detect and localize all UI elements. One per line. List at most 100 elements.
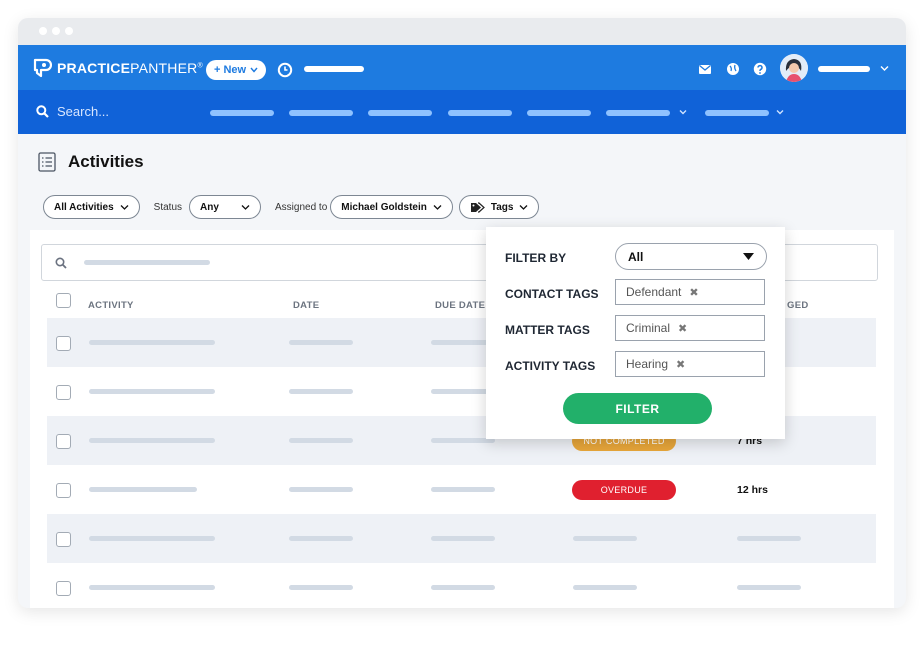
- assigned-to-value: Michael Goldstein: [341, 201, 427, 213]
- activity-tags-label: ACTIVITY TAGS: [505, 359, 596, 373]
- status-badge-overdue: OVERDUE: [572, 480, 676, 500]
- logged-hours: 12 hrs: [737, 484, 768, 496]
- logo-text-bold: PRACTICE: [57, 60, 131, 76]
- chevron-down-icon: [433, 204, 442, 210]
- globe-icon[interactable]: [726, 62, 740, 76]
- placeholder-bar: [431, 438, 495, 443]
- placeholder-bar: [431, 340, 495, 345]
- avatar[interactable]: [780, 54, 808, 82]
- placeholder-bar: [289, 487, 353, 492]
- status-label: Status: [153, 201, 183, 213]
- chevron-down-icon: [241, 204, 250, 210]
- nav-item[interactable]: [527, 110, 591, 116]
- placeholder-bar: [89, 487, 197, 492]
- help-icon[interactable]: [753, 62, 767, 76]
- table-row[interactable]: [47, 367, 876, 416]
- nav-item[interactable]: [210, 110, 274, 116]
- assigned-to-label: Assigned to: [275, 201, 328, 213]
- placeholder-bar: [289, 438, 353, 443]
- row-checkbox[interactable]: [56, 434, 71, 449]
- remove-tag-icon[interactable]: ✖: [676, 358, 686, 371]
- placeholder-bar: [431, 389, 495, 394]
- clock-icon[interactable]: [277, 62, 293, 78]
- placeholder-bar: [289, 389, 353, 394]
- placeholder-bar: [89, 389, 215, 394]
- global-search[interactable]: Search...: [36, 104, 109, 119]
- placeholder-bar: [289, 585, 353, 590]
- activity-tags-input[interactable]: Hearing ✖: [615, 351, 765, 377]
- contact-tag-value: Defendant: [626, 285, 682, 299]
- nav-bar: Search...: [18, 90, 906, 134]
- search-placeholder-bar: [84, 260, 210, 265]
- placeholder-bar: [737, 536, 801, 541]
- mail-icon[interactable]: [698, 62, 712, 76]
- placeholder-bar: [431, 487, 495, 492]
- select-all-checkbox[interactable]: [56, 293, 71, 308]
- row-checkbox[interactable]: [56, 336, 71, 351]
- user-avatar-icon: [780, 54, 808, 82]
- contact-tags-input[interactable]: Defendant ✖: [615, 279, 765, 305]
- window-dot: [39, 27, 47, 35]
- status-dropdown[interactable]: Any: [189, 195, 262, 219]
- chevron-down-icon: [250, 67, 258, 73]
- user-name-placeholder[interactable]: [818, 66, 870, 72]
- search-icon: [36, 105, 49, 118]
- top-bar: PRACTICEPANTHER® + New: [18, 45, 906, 90]
- placeholder-bar: [737, 585, 801, 590]
- window-chrome: [18, 18, 906, 45]
- placeholder-bar: [431, 585, 495, 590]
- assigned-to-dropdown[interactable]: Michael Goldstein: [330, 195, 453, 219]
- remove-tag-icon[interactable]: ✖: [678, 322, 688, 335]
- chevron-down-icon[interactable]: [775, 107, 785, 117]
- placeholder-bar: [431, 536, 495, 541]
- filter-by-select[interactable]: All: [615, 243, 767, 270]
- chevron-down-icon[interactable]: [678, 107, 688, 117]
- table-row[interactable]: [47, 563, 876, 608]
- row-checkbox[interactable]: [56, 532, 71, 547]
- nav-item[interactable]: [368, 110, 432, 116]
- logo[interactable]: PRACTICEPANTHER®: [32, 57, 203, 79]
- row-checkbox[interactable]: [56, 385, 71, 400]
- nav-item[interactable]: [448, 110, 512, 116]
- all-activities-label: All Activities: [54, 201, 114, 213]
- new-button-label: + New: [214, 64, 247, 76]
- column-header-due-date[interactable]: DUE DATE: [435, 300, 486, 311]
- caret-down-icon: [743, 253, 754, 260]
- placeholder-bar: [89, 585, 215, 590]
- logo-registered: ®: [197, 62, 203, 70]
- filter-button[interactable]: FILTER: [563, 393, 712, 424]
- placeholder-bar: [89, 536, 215, 541]
- column-header-logged[interactable]: GED: [787, 300, 809, 311]
- chevron-down-icon[interactable]: [880, 65, 889, 72]
- nav-item[interactable]: [606, 110, 670, 116]
- new-button[interactable]: + New: [206, 60, 267, 80]
- remove-tag-icon[interactable]: ✖: [689, 286, 699, 299]
- status-value: Any: [200, 201, 219, 213]
- matter-tags-input[interactable]: Criminal ✖: [615, 315, 765, 341]
- contact-tags-label: CONTACT TAGS: [505, 287, 599, 301]
- all-activities-dropdown[interactable]: All Activities: [43, 195, 140, 219]
- table-row[interactable]: OVERDUE 12 hrs: [47, 465, 876, 514]
- placeholder-bar: [289, 536, 353, 541]
- page-title: Activities: [68, 152, 144, 171]
- row-checkbox[interactable]: [56, 581, 71, 596]
- tags-dropdown[interactable]: Tags: [458, 195, 540, 219]
- column-header-activity[interactable]: ACTIVITY: [88, 300, 134, 311]
- timer-placeholder: [304, 66, 364, 72]
- activity-list-icon: [38, 152, 56, 172]
- window-dot: [52, 27, 60, 35]
- window-dot: [65, 27, 73, 35]
- placeholder-bar: [89, 340, 215, 345]
- column-header-date[interactable]: DATE: [293, 300, 320, 311]
- chevron-down-icon: [520, 204, 528, 210]
- row-checkbox[interactable]: [56, 483, 71, 498]
- nav-item[interactable]: [289, 110, 353, 116]
- filter-by-label: FILTER BY: [505, 251, 567, 265]
- panther-logo-icon: [33, 58, 52, 78]
- table-row[interactable]: [47, 514, 876, 563]
- tags-icon: [470, 201, 485, 213]
- tags-label: Tags: [490, 201, 514, 213]
- activity-tag-value: Hearing: [626, 357, 669, 371]
- search-icon: [55, 257, 67, 269]
- nav-item[interactable]: [705, 110, 769, 116]
